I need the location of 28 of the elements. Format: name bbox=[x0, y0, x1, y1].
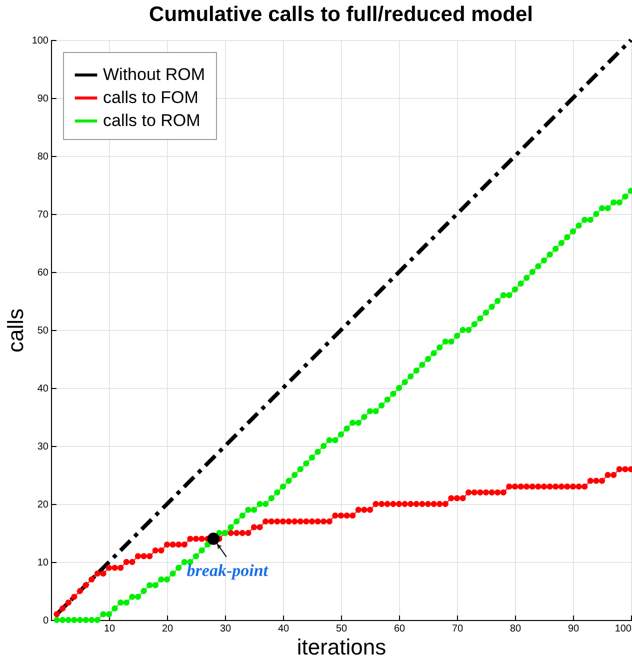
y-tick-label: 60 bbox=[37, 268, 49, 278]
y-tick-label: 90 bbox=[37, 94, 49, 104]
annotation: break-point bbox=[186, 560, 270, 580]
legend-label: Without ROM bbox=[103, 65, 206, 84]
x-tick-label: 100 bbox=[614, 624, 632, 634]
y-axis-title: calls bbox=[2, 308, 28, 353]
x-tick-label: 10 bbox=[104, 624, 116, 634]
x-tick-label: 40 bbox=[278, 624, 290, 634]
x-axis-title: iterations bbox=[296, 634, 386, 660]
y-tick-label: 50 bbox=[37, 326, 49, 336]
x-tick-label: 80 bbox=[510, 624, 522, 634]
x-tick-label: 70 bbox=[452, 624, 464, 634]
x-tick-label: 20 bbox=[162, 624, 174, 634]
x-tick-label: 90 bbox=[568, 624, 580, 634]
y-tick-label: 40 bbox=[37, 384, 49, 394]
y-tick-label: 80 bbox=[37, 152, 49, 162]
y-tick-label: 70 bbox=[37, 210, 49, 220]
x-tick-label: 30 bbox=[220, 624, 232, 634]
y-tick-label: 10 bbox=[37, 558, 49, 568]
y-tick-label: 0 bbox=[42, 616, 49, 626]
y-tick-label: 100 bbox=[32, 36, 49, 46]
x-tick-label: 50 bbox=[336, 624, 348, 634]
legend-label: calls to ROM bbox=[103, 111, 200, 130]
y-tick-label: 30 bbox=[37, 442, 49, 452]
x-tick-label: 60 bbox=[394, 624, 406, 634]
legend-label: calls to FOM bbox=[103, 88, 198, 107]
chart-title: Cumulative calls to full/reduced model bbox=[149, 3, 533, 26]
y-tick-label: 20 bbox=[37, 500, 49, 510]
